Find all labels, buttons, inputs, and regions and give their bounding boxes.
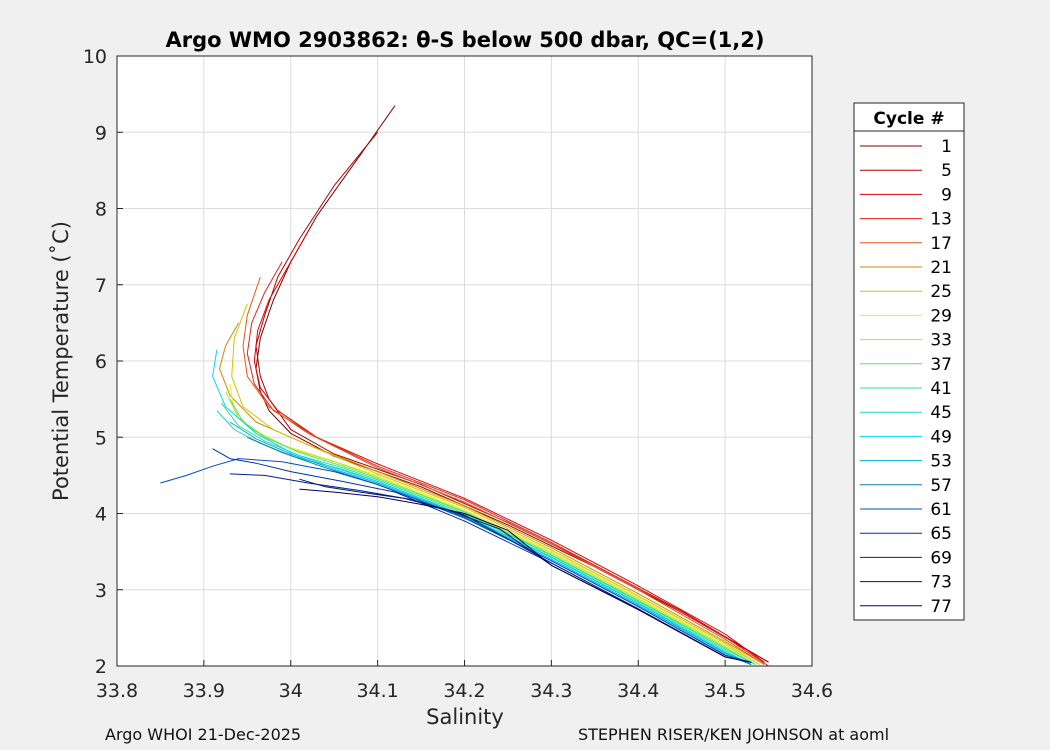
y-tick-label: 4 [95,504,107,526]
x-axis-label: Salinity [426,705,504,729]
legend-label: 5 [941,161,952,181]
y-tick-label: 2 [95,656,107,678]
series-line [253,231,765,663]
series-line [160,458,752,663]
x-tick-label: 34.2 [443,680,485,702]
legend-label: 69 [930,548,952,568]
x-tick-label: 34.1 [356,680,398,702]
y-tick-label: 5 [95,427,107,449]
x-tick-label: 34.6 [791,680,833,702]
legend-label: 73 [930,573,952,593]
y-tick-label: 9 [95,122,107,144]
x-tick-label: 34.4 [617,680,659,702]
legend-title: Cycle # [873,109,944,129]
legend-label: 77 [930,597,952,617]
series-line [219,322,765,665]
footer-right: STEPHEN RISER/KEN JOHNSON at aoml [578,725,890,744]
series-line [242,276,765,665]
legend-label: 37 [930,355,952,375]
x-tick-label: 34.3 [530,680,572,702]
series-group [160,105,769,667]
legend-entries: 1 5 9 13 17 21 25 29 33 37 41 45 49 53 57 61 65 69 73 77 [860,137,952,617]
legend-label: 1 [941,137,952,157]
y-axis-label: Potential Temperature (˚C) [49,221,73,501]
series-line [299,488,752,663]
x-tick-label: 34 [279,680,303,702]
x-tick-label: 33.9 [183,680,225,702]
x-tick-label: 33.8 [96,680,138,702]
legend-label: 29 [930,306,952,326]
x-tick-label: 34.5 [704,680,746,702]
y-tick-label: 6 [95,351,107,373]
legend-label: 65 [930,524,952,544]
legend-label: 33 [930,331,952,351]
series-line [225,391,761,665]
y-tick-label: 3 [95,580,107,602]
series-line [220,402,756,665]
legend-label: 61 [930,500,952,520]
legend-label: 17 [930,234,952,254]
legend: Cycle # 1 5 9 13 17 21 25 29 33 37 41 45 49 53 57 61 65 6… [853,102,965,621]
legend-label: 49 [930,427,952,447]
y-tick-label: 7 [95,275,107,297]
legend-label: 41 [930,379,952,399]
legend-label: 45 [930,403,952,423]
legend-label: 9 [941,185,952,205]
series-line [229,421,752,665]
axis-ticks: 33.8 33.9 34 34.1 34.2 34.3 34.4 34.5 34.6234567… [83,46,833,702]
series-line [229,398,756,665]
legend-label: 13 [930,210,952,230]
footer-left: Argo WHOI 21-Dec-2025 [105,725,302,744]
y-tick-label: 10 [83,46,107,68]
legend-label: 21 [930,258,952,278]
series-line [231,303,761,665]
y-tick-label: 8 [95,199,107,221]
chart-title: Argo WMO 2903862: θ-S below 500 dbar, QC… [166,28,765,52]
legend-label: 57 [930,476,952,496]
legend-label: 25 [930,282,952,302]
legend-box [853,102,965,621]
series-line [212,349,752,665]
legend-label: 53 [930,452,952,472]
